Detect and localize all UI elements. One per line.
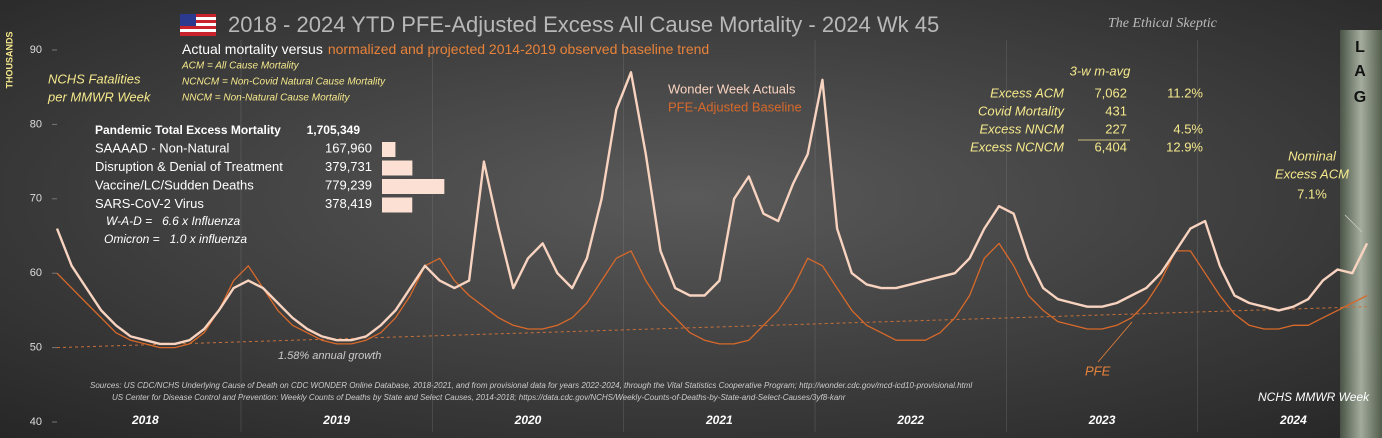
y-unit: THOUSANDS [4,31,14,88]
nominal-label: Nominal [1288,148,1337,163]
nominal-value: 7.1% [1297,186,1327,201]
excess-label: Covid Mortality [978,103,1065,118]
pandemic-note: W-A-D = 6.6 x Influenza [106,214,240,228]
source: US Center for Disease Control and Preven… [112,393,846,402]
x-tick-label: 2018 [131,413,159,427]
excess-pct: 12.9% [1166,139,1203,154]
nominal-pointer [1344,214,1363,233]
author: The Ethical Skeptic [1108,16,1218,31]
excess-pct: 11.2% [1167,85,1203,100]
y-tick-label: 50 [30,342,42,354]
excess-label: Excess NNCM [979,121,1064,136]
subtitle: Actual mortality versus normalized and pr… [182,41,709,57]
trend-line [56,306,1368,349]
flag [180,14,216,36]
excess-label: Excess ACM [990,85,1064,100]
y-label: per MMWR Week [47,89,152,104]
pandemic-value: 379,731 [325,159,372,174]
pandemic-bar [382,197,413,213]
legend-entry: PFE-Adjusted Baseline [668,99,802,114]
excess-value: 227 [1105,121,1127,136]
pandemic-bar [382,179,445,194]
pfe-label: PFE [1085,363,1111,378]
series-line [56,242,1368,349]
pandemic-total: 1,705,349 [307,123,361,137]
excess-pct: 4.5% [1173,121,1203,136]
source: Sources: US CDC/NCHS Underlying Cause of… [90,381,972,390]
pfe-pointer [1097,321,1133,363]
x-tick-label: 2021 [705,413,733,427]
series-line [55,71,1369,346]
pandemic-note: Omicron = 1.0 x influenza [104,232,247,246]
pandemic-title: Pandemic Total Excess Mortality [95,123,281,137]
trend-label: 1.58% annual growth [278,350,381,362]
lag-letter: A [1354,63,1366,80]
chart-title: 2018 - 2024 YTD PFE-Adjusted Excess All … [228,12,939,37]
pandemic-value: 167,960 [325,140,372,155]
y-tick-label: 80 [30,118,42,130]
definition: NNCM = Non-Natural Cause Mortality [182,93,351,104]
pandemic-label: SAAAAD - Non-Natural [95,140,229,155]
x-tick-label: 2024 [1279,413,1307,427]
y-tick-label: 60 [30,267,42,279]
x-tick-label: 2019 [322,413,350,427]
x-label: NCHS MMWR Week [1258,390,1370,404]
lag-letter: G [1354,89,1366,106]
pandemic-value: 779,239 [325,177,372,192]
definition: NCNCM = Non-Covid Natural Cause Mortalit… [182,77,386,88]
subtitle-a: Actual mortality versus [182,41,323,57]
definition: ACM = All Cause Mortality [181,61,300,72]
excess-value: 6,404 [1094,139,1127,154]
y-tick-label: 40 [30,416,42,428]
x-tick-label: 2023 [1088,413,1116,427]
y-tick-label: 70 [30,193,42,205]
pandemic-label: Disruption & Denial of Treatment [95,159,283,174]
excess-title: 3-w m-avg [1070,63,1131,78]
y-label: NCHS Fatalities [48,71,141,86]
nominal-label: Excess ACM [1275,166,1349,181]
legend-entry: Wonder Week Actuals [668,81,796,96]
lag-letter: L [1355,39,1365,56]
y-tick-label: 90 [30,44,42,56]
excess-value: 7,062 [1094,85,1127,100]
pandemic-value: 378,419 [325,196,372,211]
excess-value: 431 [1105,103,1127,118]
pandemic-bar [382,160,413,176]
subtitle-b: normalized and projected 2014-2019 obser… [328,41,709,57]
pandemic-bar [382,142,396,157]
excess-label: Excess NCNCM [970,139,1064,154]
x-tick-label: 2020 [514,413,542,427]
pandemic-label: Vaccine/LC/Sudden Deaths [95,177,254,192]
x-tick-label: 2022 [896,413,924,427]
pandemic-label: SARS-CoV-2 Virus [95,196,204,211]
lag-band [1340,30,1382,438]
